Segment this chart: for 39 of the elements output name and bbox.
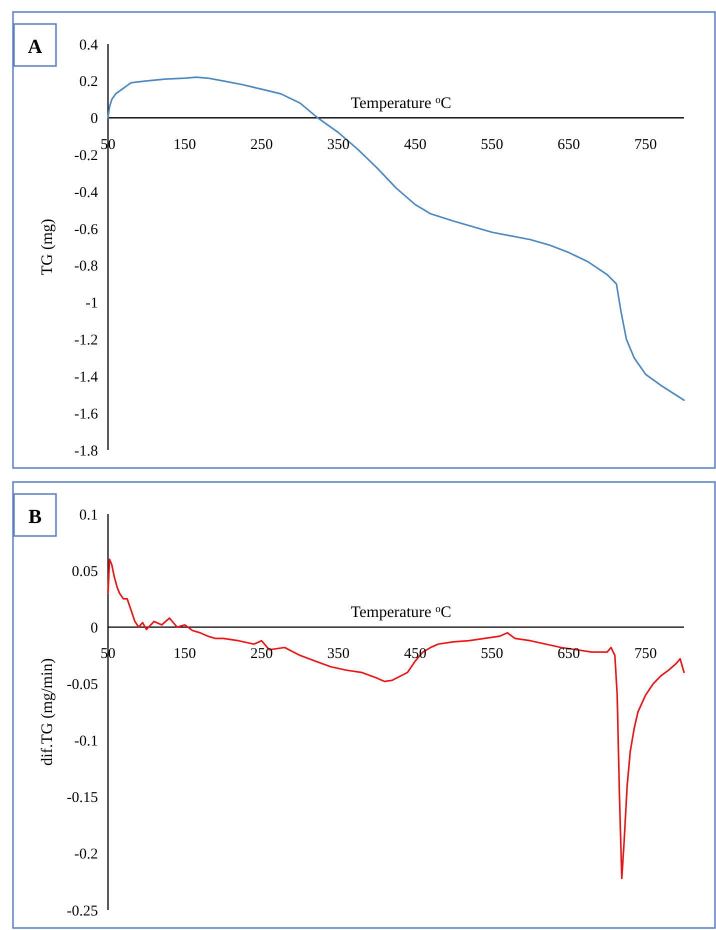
y-tick-label: -0.2: [74, 846, 98, 863]
y-tick-label: 0.2: [79, 74, 98, 90]
y-tick-label: -1.2: [74, 332, 98, 349]
x-tick-label: 550: [480, 646, 504, 662]
x-tick-label: 150: [174, 646, 196, 662]
x-tick-label: 150: [174, 136, 196, 153]
y-tick-label: 0.05: [72, 564, 98, 580]
y-tick-label: -0.25: [66, 903, 98, 920]
x-tick-label: 250: [250, 136, 273, 153]
x-axis-title: Temperature $^{o}$C: [350, 604, 452, 622]
y-tick-label: -0.8: [74, 258, 98, 275]
x-tick-label: 650: [558, 646, 580, 662]
y-tick-label: 0.1: [79, 507, 98, 524]
y-tick-label: -0.1: [74, 734, 98, 750]
x-tick-label: 750: [634, 136, 657, 153]
x-tick-label: 450: [404, 136, 426, 153]
y-tick-label: -1.4: [74, 369, 98, 386]
y-tick-label: -0.6: [74, 222, 98, 238]
y-axis-title: dif.TG (mg/min): [39, 658, 56, 766]
x-tick-label: 550: [480, 136, 504, 153]
y-tick-label: -0.05: [66, 676, 98, 693]
y-tick-label: -1.6: [74, 406, 98, 422]
y-tick-label: 0.4: [79, 37, 98, 54]
x-tick-label: 250: [250, 646, 273, 662]
x-tick-label: 350: [327, 136, 350, 153]
y-axis-title: TG (mg): [39, 218, 56, 276]
y-tick-label: -0.15: [66, 790, 98, 806]
y-tick-label: -1.8: [74, 443, 98, 460]
text: B: [28, 506, 42, 528]
y-tick-label: 0: [90, 620, 98, 636]
y-tick-label: 0: [90, 111, 98, 128]
text: A: [28, 36, 43, 58]
x-tick-label: 650: [558, 136, 580, 153]
x-tick-label: 350: [327, 646, 350, 662]
y-tick-label: -1: [86, 296, 98, 312]
x-tick-label: 750: [634, 646, 657, 662]
y-tick-label: -0.2: [74, 148, 98, 164]
y-tick-label: -0.4: [74, 184, 98, 201]
x-axis-title: Temperature $^{o}$C: [350, 94, 452, 112]
